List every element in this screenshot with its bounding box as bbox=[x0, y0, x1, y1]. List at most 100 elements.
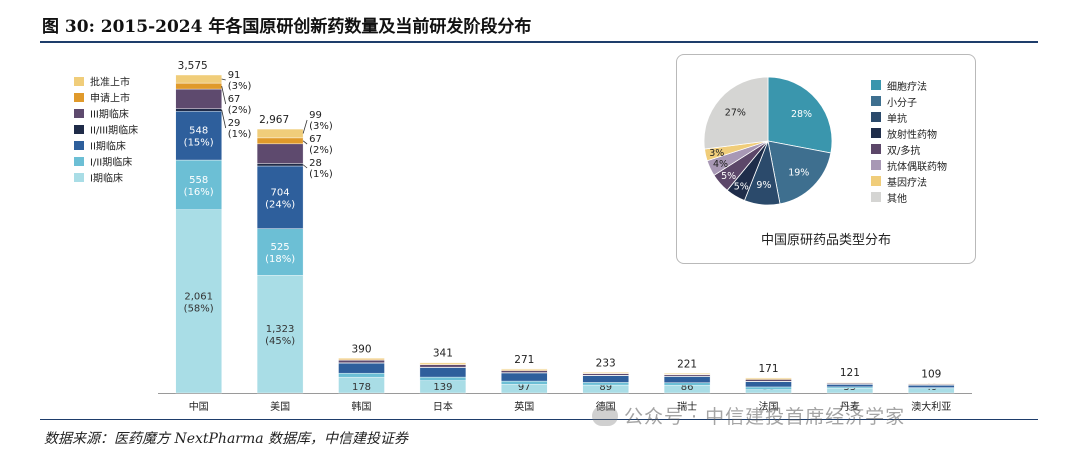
category-label: 中国 bbox=[189, 400, 209, 413]
pie-legend-item: 小分子 bbox=[871, 93, 947, 109]
bar-segment bbox=[257, 129, 303, 138]
data-label: 704 bbox=[271, 187, 290, 198]
category-label: 澳大利亚 bbox=[911, 400, 951, 413]
bar-segment bbox=[583, 372, 629, 373]
pie-label: 9% bbox=[756, 180, 771, 191]
bar-segment bbox=[664, 376, 710, 382]
callout-line bbox=[303, 120, 307, 133]
bar-segment bbox=[257, 144, 303, 164]
callout-label: 67 bbox=[309, 134, 322, 145]
pie-label: 27% bbox=[725, 108, 746, 119]
callout-line bbox=[303, 165, 307, 168]
pie-legend-item: 放射性药物 bbox=[871, 125, 947, 141]
total-label: 121 bbox=[840, 367, 860, 379]
callout-label: 99 bbox=[309, 110, 322, 121]
legend-label: 基因疗法 bbox=[887, 174, 927, 189]
bar-segment bbox=[176, 89, 222, 109]
bar-segment bbox=[420, 367, 466, 377]
legend-label: 双/多抗 bbox=[887, 142, 920, 157]
legend-label: II期临床 bbox=[90, 140, 126, 153]
bar-segment bbox=[664, 383, 710, 386]
pie-label: 19% bbox=[788, 167, 809, 178]
total-label: 221 bbox=[677, 358, 697, 370]
legend-label: I/II期临床 bbox=[90, 156, 132, 169]
legend-swatch bbox=[871, 176, 881, 186]
callout-label: 91 bbox=[228, 70, 241, 81]
bar-segment bbox=[664, 373, 710, 374]
legend-label: 抗体偶联药物 bbox=[887, 158, 947, 173]
total-label: 341 bbox=[433, 348, 453, 360]
data-label: 1,323 bbox=[266, 324, 295, 335]
data-label: (24%) bbox=[265, 199, 295, 210]
bar-segment bbox=[908, 383, 954, 384]
legend-swatch bbox=[871, 80, 881, 90]
legend-label: I期临床 bbox=[90, 172, 123, 185]
legend-swatch bbox=[74, 125, 84, 134]
pie-chart-panel: 28% 19% 9% 5% 5% 4% 3% 27% 细胞疗法 小分子 单抗 放射性药物 双/多抗 抗体… bbox=[676, 54, 976, 264]
data-label: (18%) bbox=[265, 254, 295, 265]
legend-swatch bbox=[871, 112, 881, 122]
legend-swatch bbox=[74, 173, 84, 182]
callout-label: (1%) bbox=[309, 169, 333, 180]
legend-swatch bbox=[74, 93, 84, 102]
bar-segment bbox=[339, 373, 385, 377]
total-label: 390 bbox=[351, 343, 371, 355]
bar-segment bbox=[746, 382, 792, 387]
bar-segment bbox=[501, 373, 547, 381]
data-label: 178 bbox=[352, 382, 371, 393]
legend-label: 小分子 bbox=[887, 94, 917, 109]
callout-label: 29 bbox=[228, 118, 241, 129]
watermark: 公众号 · 中信建投首席经济学家 bbox=[592, 402, 905, 429]
total-label: 171 bbox=[758, 363, 778, 375]
legend-swatch bbox=[871, 96, 881, 106]
callout-label: (1%) bbox=[228, 129, 252, 140]
bar-segment bbox=[339, 360, 385, 362]
bar-segment bbox=[339, 363, 385, 373]
legend-label: 放射性药物 bbox=[887, 126, 937, 141]
callout-label: 28 bbox=[309, 158, 322, 169]
legend-swatch bbox=[871, 160, 881, 170]
bar-segment bbox=[746, 387, 792, 390]
pie-legend-item: 其他 bbox=[871, 189, 947, 205]
data-label: (58%) bbox=[184, 303, 214, 314]
pie-title: 中国原研药品类型分布 bbox=[677, 229, 975, 248]
data-label: (15%) bbox=[184, 138, 214, 149]
pie-label: 3% bbox=[709, 148, 724, 159]
category-label: 日本 bbox=[433, 400, 453, 413]
callout-label: (2%) bbox=[309, 145, 333, 156]
watermark-text: 公众号 · 中信建投首席经济学家 bbox=[624, 406, 905, 428]
bar-segment bbox=[339, 358, 385, 359]
legend-swatch bbox=[74, 141, 84, 150]
legend-label: 其他 bbox=[887, 190, 907, 205]
total-label: 233 bbox=[596, 357, 616, 369]
source-note: 数据来源：医药魔方 NextPharma 数据库，中信建投证券 bbox=[44, 428, 408, 448]
legend-label: II/III期临床 bbox=[90, 124, 138, 137]
callout-label: (3%) bbox=[228, 81, 252, 92]
legend-label: III期临床 bbox=[90, 108, 129, 121]
bar-segment bbox=[176, 109, 222, 112]
legend-swatch bbox=[74, 157, 84, 166]
data-label: 2,061 bbox=[184, 291, 213, 302]
bar-segment bbox=[176, 83, 222, 89]
legend-swatch bbox=[871, 192, 881, 202]
bar-segment bbox=[583, 374, 629, 376]
bar-segment bbox=[827, 382, 873, 383]
pie-label: 28% bbox=[791, 109, 812, 120]
pie-legend-item: 抗体偶联药物 bbox=[871, 157, 947, 173]
wechat-icon bbox=[592, 406, 618, 426]
bar-segment bbox=[583, 382, 629, 385]
callout-label: (3%) bbox=[309, 121, 333, 132]
pie-legend-item: 单抗 bbox=[871, 109, 947, 125]
data-label: 525 bbox=[271, 242, 290, 253]
pie-label: 5% bbox=[721, 171, 736, 182]
legend-label: 细胞疗法 bbox=[887, 78, 927, 93]
bar-segment bbox=[501, 369, 547, 370]
bar-segment bbox=[176, 75, 222, 83]
data-label: (45%) bbox=[265, 336, 295, 347]
total-label: 271 bbox=[514, 354, 534, 366]
callout-line bbox=[222, 79, 226, 80]
total-label: 109 bbox=[921, 368, 941, 380]
callout-line bbox=[222, 86, 226, 104]
bar-segment bbox=[420, 365, 466, 367]
pie-legend-item: 双/多抗 bbox=[871, 141, 947, 157]
